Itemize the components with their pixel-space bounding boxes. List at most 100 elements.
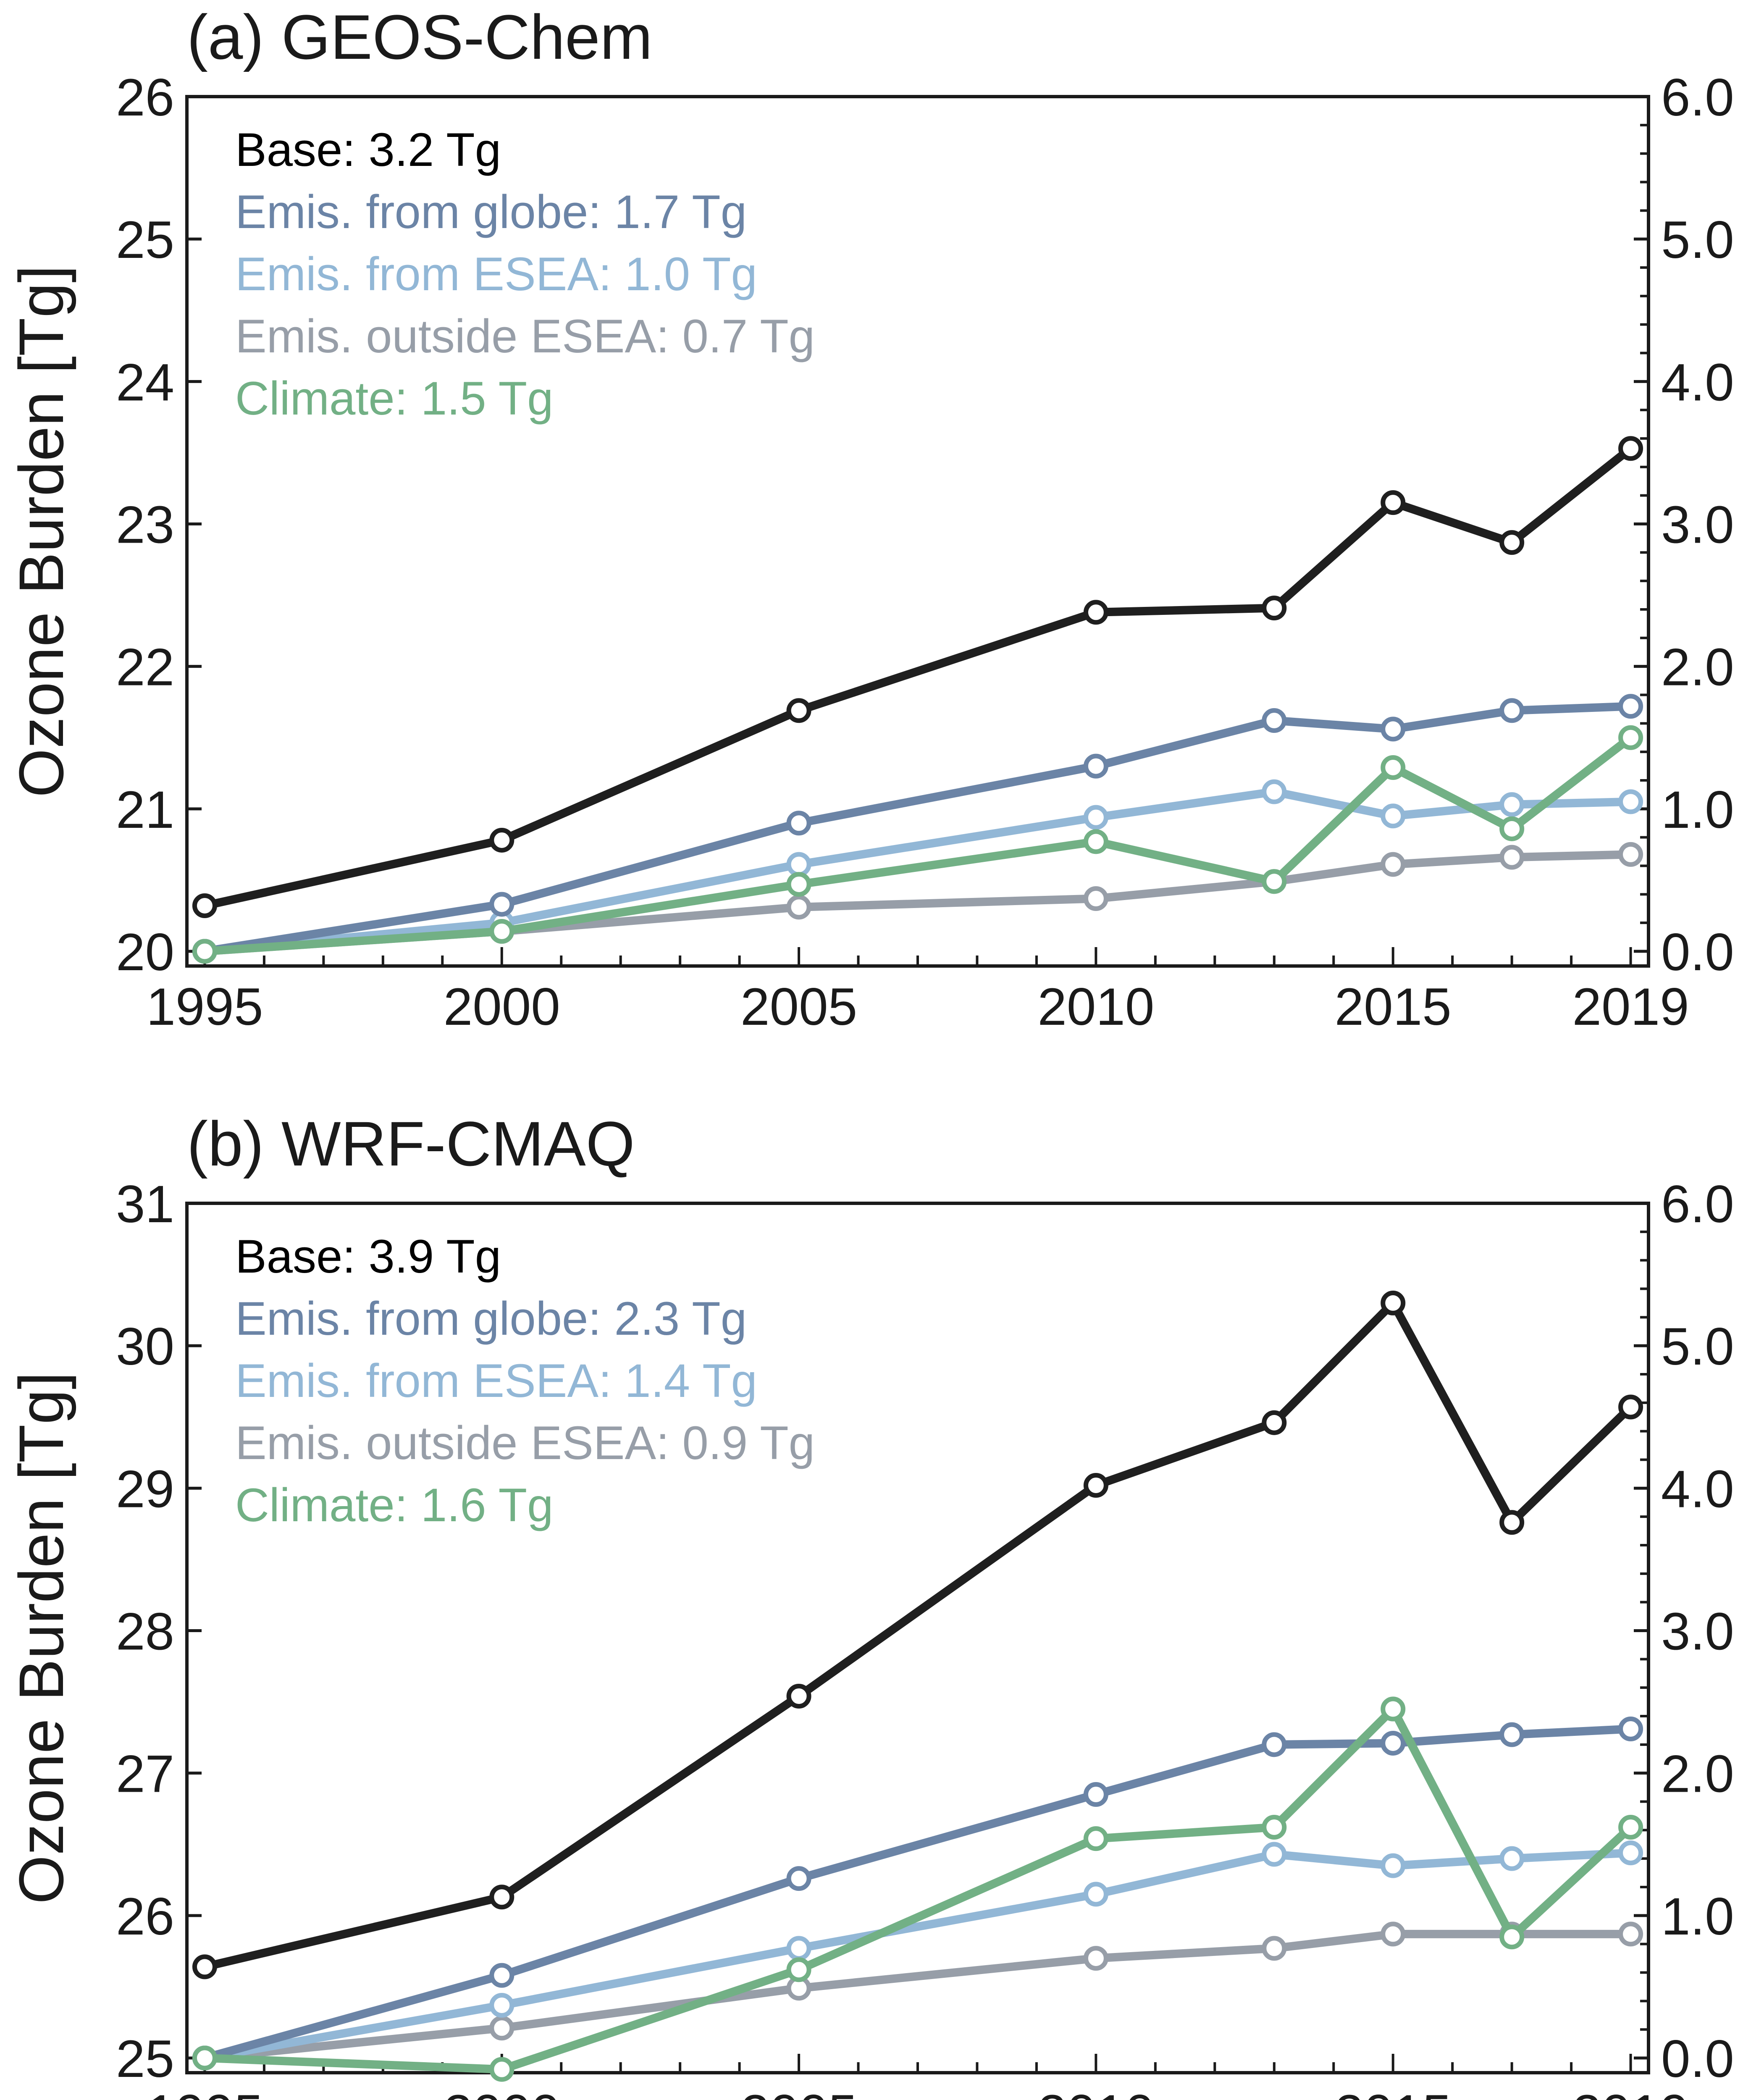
x-tick-label: 2019: [1572, 2084, 1689, 2100]
y-tick-label: 22: [116, 638, 174, 697]
y2-tick-label: 3.0: [1661, 496, 1734, 554]
data-point: [1262, 1732, 1287, 1757]
data-point: [786, 1936, 811, 1961]
data-point: [1381, 1730, 1406, 1756]
y2-tick-label: 6.0: [1661, 68, 1734, 127]
data-point: [1083, 805, 1108, 830]
x-tick-label: 2000: [444, 2084, 560, 2100]
y-tick-label: 30: [116, 1318, 174, 1376]
data-point: [489, 919, 514, 944]
data-point: [1262, 596, 1287, 621]
data-point: [786, 895, 811, 920]
panel-a: (a) GEOS-Chem 20 21 22 23 24 25 26 0.0 1.0 2.0 3.0 4…: [6, 2, 1734, 1036]
data-point: [1381, 852, 1406, 877]
data-point: [1618, 842, 1643, 867]
x-tick-label: 2015: [1335, 978, 1452, 1036]
legend-entry: Base: 3.2 Tg: [235, 123, 501, 176]
series-line: [204, 788, 1631, 956]
data-point: [1262, 1815, 1287, 1840]
data-point: [1618, 1717, 1643, 1742]
data-point: [1499, 816, 1525, 841]
data-point: [1083, 600, 1108, 625]
data-point: [489, 1993, 514, 2018]
data-point: [786, 1866, 811, 1891]
data-point: [192, 2045, 217, 2071]
data-point: [1499, 1510, 1525, 1535]
y2-tick-label: 0.0: [1661, 2030, 1734, 2088]
data-point: [1381, 1922, 1406, 1947]
y-axis-label: Ozone Burden [Tg]: [6, 1372, 76, 1904]
x-tick-label: 2010: [1037, 2084, 1154, 2100]
data-point: [1083, 886, 1108, 911]
data-point: [1083, 1946, 1108, 1971]
data-point: [1618, 1922, 1643, 1947]
series-emis-from-globe: [192, 1717, 1643, 2071]
series-line: [203, 1725, 1631, 2062]
data-point: [1618, 694, 1643, 719]
data-point: [1499, 792, 1525, 817]
legend-entry: Emis. from globe: 2.3 Tg: [235, 1292, 747, 1345]
data-point: [489, 827, 514, 853]
data-point: [786, 1957, 811, 1982]
data-point: [192, 1954, 217, 1979]
data-point: [786, 872, 811, 897]
data-point: [1618, 1394, 1643, 1420]
data-point: [1499, 845, 1525, 870]
series-line: [205, 1705, 1634, 2074]
data-point: [1083, 1826, 1108, 1851]
y2-tick-label: 5.0: [1661, 211, 1734, 269]
legend-entry: Climate: 1.5 Tg: [235, 372, 553, 425]
series-line: [204, 734, 1633, 956]
series-emis-outside-esea: [192, 1922, 1643, 2071]
chart-title: (b) WRF-CMAQ: [187, 1108, 635, 1179]
y-axis-label: Ozone Burden [Tg]: [6, 265, 76, 797]
data-point: [1618, 1840, 1643, 1866]
data-point: [1381, 1853, 1406, 1878]
series-emis-from-globe: [192, 694, 1643, 964]
x-tick-label: 2019: [1572, 978, 1689, 1036]
data-point: [1381, 1696, 1406, 1722]
y-tick-label: 31: [116, 1175, 174, 1234]
data-point: [489, 1885, 514, 1910]
series-line: [204, 1299, 1634, 1971]
legend-entry: Emis. from globe: 1.7 Tg: [235, 186, 747, 238]
panel-b: (b) WRF-CMAQ 25 26 27 28 29 30 31 0.0 1.0 2.0 3.0 4.…: [6, 1108, 1734, 2100]
data-point: [1262, 869, 1287, 894]
x-tick-label: 2010: [1037, 978, 1154, 1036]
series-emis-from-esea: [192, 1840, 1643, 2071]
y2-tick-label: 4.0: [1661, 353, 1734, 412]
y2-tick-label: 6.0: [1661, 1175, 1734, 1234]
data-point: [192, 939, 217, 964]
x-tick-label: 1995: [146, 978, 263, 1036]
series-climate: [192, 725, 1643, 964]
data-point: [1262, 708, 1287, 733]
y-tick-label: 26: [116, 1887, 174, 1946]
y2-tick-label: 1.0: [1661, 781, 1734, 839]
data-point: [1083, 829, 1108, 854]
data-point: [1083, 1473, 1108, 1498]
data-point: [786, 1684, 811, 1709]
x-tick-label: 2005: [740, 978, 857, 1036]
data-point: [1083, 1782, 1108, 1807]
data-point: [786, 698, 811, 723]
data-point: [489, 2016, 514, 2041]
legend-entry: Emis. outside ESEA: 0.9 Tg: [235, 1417, 815, 1469]
data-point: [1499, 1924, 1525, 1950]
data-point: [1262, 1842, 1287, 1867]
y2-tick-label: 5.0: [1661, 1318, 1734, 1376]
data-point: [1499, 1846, 1525, 1871]
y2-tick-label: 0.0: [1661, 923, 1734, 982]
chart-title: (a) GEOS-Chem: [187, 2, 653, 72]
y-tick-label: 25: [116, 2030, 174, 2088]
legend-entry: Emis. from ESEA: 1.4 Tg: [235, 1354, 757, 1407]
data-point: [192, 893, 217, 918]
series-line: [204, 1929, 1631, 2062]
legend-entry: Climate: 1.6 Tg: [235, 1479, 553, 1531]
data-point: [1381, 1290, 1406, 1315]
data-point: [1381, 490, 1406, 515]
y-tick-label: 20: [116, 923, 174, 982]
data-point: [489, 1963, 514, 1988]
series-climate: [192, 1696, 1643, 2082]
y2-tick-label: 2.0: [1661, 1745, 1734, 1803]
y2-tick-label: 4.0: [1661, 1460, 1734, 1518]
